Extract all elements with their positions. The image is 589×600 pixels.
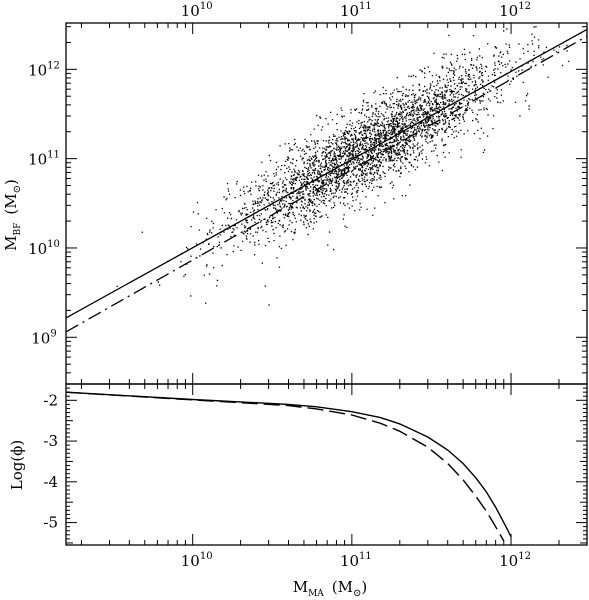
x-axis-label-main: M	[293, 578, 308, 596]
tick-label-exponent: 10	[47, 239, 60, 250]
tick-label-exponent: 11	[47, 150, 60, 161]
x-axis-label-unit: (M	[332, 578, 353, 596]
top-y-axis-label-sub: BF	[13, 223, 23, 236]
tick-label-exponent: 10	[200, 1, 213, 12]
tick-label-base: 10	[340, 552, 359, 570]
y-tick-label: 1010	[28, 239, 60, 258]
x-tick-label-top: 1012	[499, 1, 531, 20]
tick-label-base: 10	[28, 240, 47, 258]
y-tick-label: 1011	[28, 150, 60, 169]
bottom-panel-ticks	[66, 383, 588, 545]
tick-label-exponent: 12	[47, 60, 60, 71]
top-y-axis-label-unit-close: )	[2, 179, 20, 185]
x-axis-label-sub: MA	[308, 589, 324, 599]
dashed-curve	[65, 391, 505, 542]
bottom-panel-tick-labels: 1010 1011 1012-2-3-4-5	[43, 391, 531, 570]
x-tick-label-top: 1010	[181, 1, 213, 20]
tick-label-base: 10	[28, 61, 47, 79]
tick-label-base: 10	[499, 2, 518, 20]
x-tick-label-bottom: 1011	[340, 551, 372, 570]
x-tick-label-bottom: 1012	[499, 551, 531, 570]
bottom-panel-frame	[65, 383, 588, 546]
y-tick-label: 1012	[28, 60, 60, 79]
bottom-panel: 1010 1011 1012-2-3-4-5 Log(ϕ) MMA (M⊙)	[8, 383, 588, 599]
x-tick-label-bottom: 1010	[181, 551, 213, 570]
top-y-axis-label-main: M	[2, 235, 20, 250]
y-tick-label: 109	[31, 328, 56, 347]
tick-label-exponent: 12	[518, 1, 531, 12]
top-panel-top-axis-labels: 1010 1011 1012	[181, 1, 531, 20]
scatter-points	[116, 26, 570, 306]
tick-label-exponent: 12	[518, 551, 531, 562]
y-tick-label: -4	[43, 473, 58, 491]
tick-label-base: 10	[181, 552, 200, 570]
sun-symbol: ⊙	[353, 588, 361, 599]
solid-fit-line	[65, 28, 588, 319]
tick-label-base: 10	[28, 151, 47, 169]
top-panel-ticks	[66, 23, 588, 385]
fit-lines	[65, 28, 588, 333]
tick-label-base: 10	[340, 2, 359, 20]
tick-label-exponent: 11	[359, 1, 372, 12]
tick-label-exponent: 9	[50, 328, 56, 339]
sun-symbol: ⊙	[12, 185, 23, 193]
tick-label-exponent: 11	[359, 551, 372, 562]
scatter-dots	[116, 26, 570, 306]
tick-label-base: 10	[31, 329, 50, 347]
top-y-axis-label: MBF (M⊙)	[2, 179, 23, 251]
dashed-fit-line	[65, 35, 588, 333]
bottom-y-axis-label: Log(ϕ)	[8, 440, 26, 491]
top-y-axis-label-unit: (M	[2, 193, 20, 214]
solid-curve	[65, 391, 512, 538]
tick-label-base: 10	[181, 2, 200, 20]
y-tick-label: -2	[43, 391, 58, 409]
tick-label-base: 10	[499, 552, 518, 570]
top-panel-frame	[65, 22, 588, 385]
x-axis-label-unit-close: )	[361, 578, 367, 596]
x-axis-label: MMA (M⊙)	[293, 578, 368, 599]
tick-label-exponent: 10	[200, 551, 213, 562]
x-tick-label-top: 1011	[340, 1, 372, 20]
mass-function-curves	[65, 391, 512, 542]
y-tick-label: -3	[43, 432, 58, 450]
y-tick-label: -5	[43, 514, 58, 532]
